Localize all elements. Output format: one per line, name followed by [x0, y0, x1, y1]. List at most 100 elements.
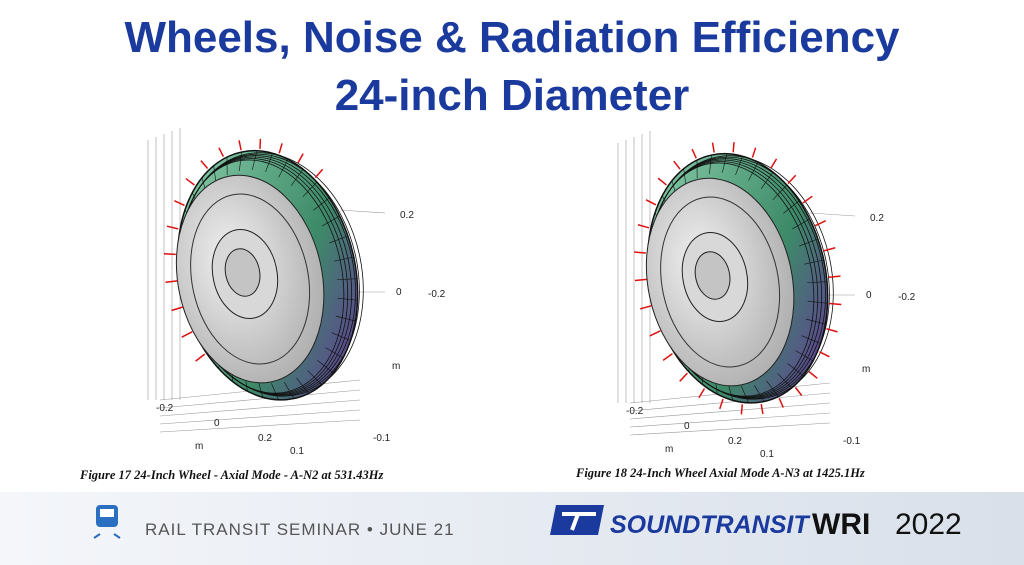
mesh-line [284, 382, 295, 399]
mesh-line [727, 383, 734, 401]
mesh-line [766, 380, 779, 397]
caption: Figure 17 24-Inch Wheel - Axial Mode - A… [79, 468, 384, 482]
axis-label: 0 [684, 421, 690, 432]
mesh-line [792, 218, 810, 230]
arrow [200, 160, 209, 170]
axis-frame [629, 392, 831, 412]
arrow [673, 160, 681, 170]
arrow [171, 306, 184, 312]
mesh-line [783, 200, 800, 214]
mesh-line [722, 153, 728, 173]
mesh-line [239, 152, 242, 171]
mesh-line [777, 373, 792, 389]
hub-bore [694, 251, 731, 300]
footer-band [0, 492, 1024, 565]
wheel [634, 142, 842, 415]
arrow [740, 404, 743, 415]
mesh-line [226, 157, 228, 176]
arrow [165, 280, 178, 284]
mesh-line [302, 181, 318, 198]
arrow [166, 225, 179, 230]
subtitle: 24-inch Diameter [335, 71, 690, 120]
arrow [828, 275, 841, 278]
event: RAIL TRANSIT SEMINAR • JUNE 21 [145, 520, 455, 539]
arrow [278, 143, 283, 154]
title: Wheels, Noise & Radiation Efficiency [124, 13, 900, 62]
axis-label: 0.2 [400, 210, 414, 221]
mesh-line [760, 171, 774, 189]
arrow [649, 330, 661, 337]
arrow [719, 398, 724, 410]
axis-label: -0.1 [373, 433, 391, 444]
arrow [778, 398, 784, 408]
arrow [218, 147, 225, 158]
axis-frame [629, 422, 831, 436]
mesh-line [317, 360, 334, 374]
wheel [163, 138, 364, 401]
axis-frame [339, 209, 386, 214]
axis-label: m [195, 441, 203, 452]
arrow [181, 331, 193, 338]
axis-label: 0.1 [290, 446, 304, 457]
axis-frame [159, 419, 361, 433]
arrow [662, 352, 673, 362]
arrow [770, 158, 778, 169]
axis-label: -0.2 [626, 406, 644, 417]
arrow [787, 174, 797, 184]
axis-label: -0.2 [156, 403, 174, 414]
mesh-line [325, 347, 344, 359]
arrow [195, 353, 206, 362]
arrow [732, 142, 735, 153]
arrow [314, 168, 324, 179]
arrow [645, 199, 657, 206]
mesh-line [795, 350, 814, 362]
mesh-line [696, 160, 698, 179]
mesh-line [337, 278, 358, 281]
mesh-line [322, 215, 340, 227]
axis-label: 0 [214, 418, 220, 429]
mesh-line [331, 332, 351, 341]
caption: Figure 18 24-Inch Wheel Axial Mode A-N3 … [575, 466, 865, 480]
arrow [698, 388, 706, 399]
figures: 0.2 0 -0.2 m -0.2 0 0.2 m 0.1 -0.1 Figure 17 24-In… [79, 128, 916, 482]
arrow [823, 247, 836, 252]
arrow [639, 304, 652, 310]
arrow [259, 138, 262, 149]
arrow [711, 142, 715, 153]
axis-label: 0 [866, 290, 872, 301]
arrow [829, 302, 842, 306]
mesh-line [683, 168, 687, 186]
mesh-line [329, 235, 349, 244]
axis-frame [629, 402, 831, 420]
arrow [238, 140, 242, 151]
mesh-line [271, 383, 279, 400]
mesh-line [296, 377, 309, 394]
axis-label: m [862, 364, 870, 375]
mesh-line [257, 380, 264, 398]
axis-frame [809, 212, 856, 217]
arrow [657, 177, 667, 186]
arrow [185, 177, 195, 186]
axis-label: -0.2 [898, 292, 916, 303]
axis-label: m [665, 444, 673, 455]
mesh-line [772, 184, 788, 201]
mesh-line [335, 315, 356, 322]
mesh-line [265, 153, 273, 173]
mesh-line [787, 363, 804, 377]
mesh-line [290, 168, 304, 186]
train-icon [93, 505, 121, 539]
arrow [634, 278, 647, 282]
arrow [808, 371, 818, 379]
arrow [802, 195, 813, 204]
mesh-line [334, 256, 354, 262]
wheel-figure: 0.2 0 -0.2 m -0.2 0 0.2 m 0.1 -0.1 [617, 131, 916, 460]
axis-label: 0.2 [870, 213, 884, 224]
axis-label: 0.1 [760, 449, 774, 460]
mesh-line [313, 197, 330, 211]
axis-label: -0.2 [428, 289, 446, 300]
axis-label: m [392, 361, 400, 372]
mesh-line [741, 386, 749, 403]
mesh-line [307, 370, 322, 386]
arrow [751, 147, 757, 158]
arrow [679, 372, 688, 382]
